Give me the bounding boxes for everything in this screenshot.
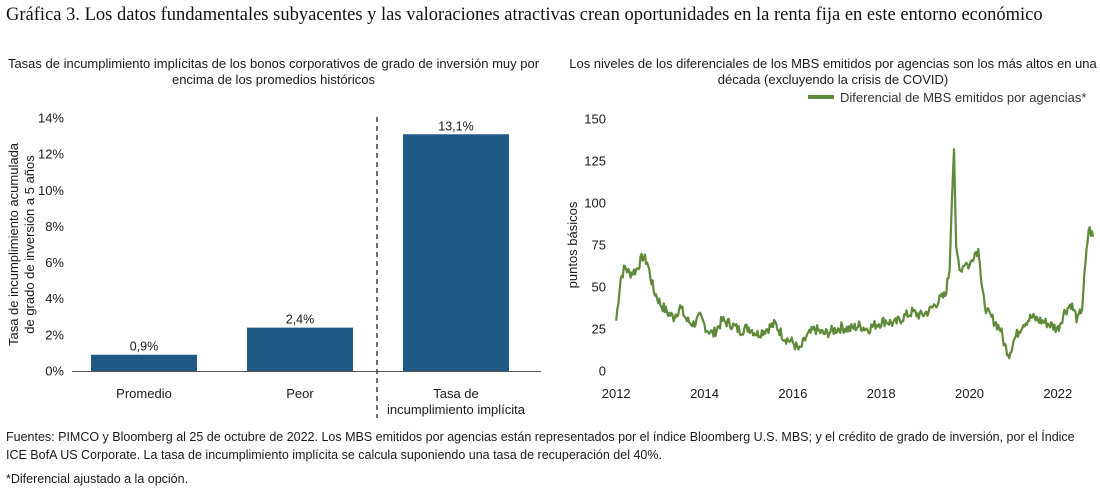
mbs-spread-line: [615, 148, 1095, 360]
line-x-tick-label: 2020: [955, 386, 984, 401]
bar-y-tick-label: 10%: [38, 183, 64, 198]
bar-category-label: Peor: [286, 386, 314, 401]
line-chart-x-ticks: 2012 2014 2016 2018 2020 2022: [602, 386, 1073, 401]
bar-data-label: 2,4%: [286, 313, 315, 327]
line-chart-y-axis-label: puntos básicos: [565, 201, 580, 288]
line-x-tick-label: 2016: [778, 386, 807, 401]
bar-chart-y-axis-label: Tasa de incumplimiento acumulada de grado…: [6, 142, 37, 346]
figure-title: Gráfica 3. Los datos fundamentales subya…: [6, 5, 1043, 25]
line-y-tick-label: 100: [584, 196, 606, 211]
bar: [403, 134, 509, 371]
line-y-tick-label: 125: [584, 154, 606, 169]
bar-category-label: incumplimiento implícita: [387, 402, 526, 417]
line-y-tick-label: 25: [592, 322, 606, 337]
bar-data-label: 0,9%: [130, 340, 159, 354]
bar-chart-data-labels: 0,9% 2,4% 13,1%: [130, 119, 474, 353]
bar-chart: Tasa de incumplimiento acumulada de grado…: [6, 111, 541, 418]
bar-y-tick-label: 14%: [38, 111, 64, 126]
line-chart-title: Los niveles de los diferenciales de los …: [569, 56, 1097, 87]
bar-data-label: 13,1%: [438, 119, 473, 133]
bar: [91, 354, 197, 371]
line-y-tick-label: 50: [592, 280, 606, 295]
bar-y-tick-label: 6%: [45, 255, 64, 270]
line-x-tick-label: 2012: [602, 386, 631, 401]
bar: [247, 327, 353, 371]
footnote-sources: Fuentes: PIMCO y Bloomberg al 25 de octu…: [6, 430, 1075, 462]
line-x-tick-label: 2022: [1043, 386, 1072, 401]
line-x-tick-label: 2018: [867, 386, 896, 401]
bar-y-axis-label-line: de grado de inversión a 5 años: [22, 155, 37, 334]
bar-chart-bars: [91, 134, 509, 371]
line-chart-legend: Diferencial de MBS emitidos por agencias…: [808, 90, 1086, 105]
bar-y-tick-label: 4%: [45, 291, 64, 306]
line-x-tick-label: 2014: [690, 386, 719, 401]
bar-chart-y-ticks: 0% 2% 4% 6% 8% 10% 12% 14%: [38, 111, 64, 379]
bar-y-tick-label: 0%: [45, 364, 64, 379]
bar-y-tick-label: 8%: [45, 219, 64, 234]
legend-label: Diferencial de MBS emitidos por agencias…: [840, 90, 1086, 105]
line-y-tick-label: 150: [584, 112, 606, 127]
footnote-oas: *Diferencial ajustado a la opción.: [6, 472, 189, 486]
line-chart-y-ticks: 0 25 50 75 100 125 150: [584, 112, 606, 379]
bar-category-label: Promedio: [116, 386, 172, 401]
bar-chart-title: Tasas de incumplimiento implícitas de lo…: [7, 56, 540, 87]
bar-y-tick-label: 2%: [45, 327, 64, 342]
line-y-tick-label: 0: [599, 364, 606, 379]
bar-y-axis-label-line: Tasa de incumplimiento acumulada: [6, 142, 21, 346]
bar-category-label: Tasa de: [433, 386, 479, 401]
line-y-tick-label: 75: [592, 238, 606, 253]
line-chart: Diferencial de MBS emitidos por agencias…: [565, 90, 1095, 401]
bar-y-tick-label: 12%: [38, 147, 64, 162]
